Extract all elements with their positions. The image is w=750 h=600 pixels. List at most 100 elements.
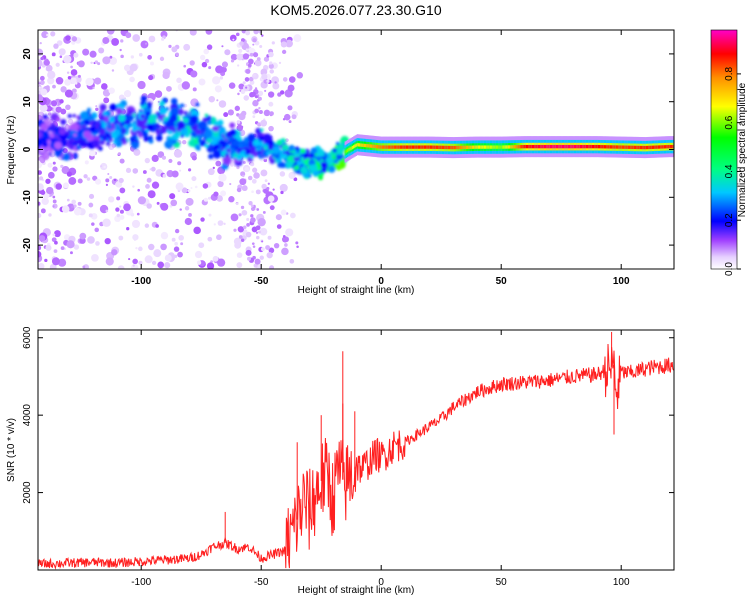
- spectrogram-ridge-core: [483, 145, 486, 149]
- spectrogram-ridge-core: [377, 145, 379, 149]
- spectrogram-noise-blob: [250, 204, 254, 208]
- spectrogram-noise-blob: [86, 177, 91, 181]
- spectrogram-noise-blob: [251, 242, 255, 246]
- spectrogram-noise-blob: [111, 38, 120, 46]
- spectrogram-cluster-blob: [132, 120, 136, 124]
- spectrogram-noise-blob: [131, 219, 141, 229]
- spectrogram-noise-blob: [157, 100, 160, 103]
- spectrogram-noise-blob: [43, 59, 50, 66]
- spectrogram-noise-blob: [266, 79, 270, 83]
- spectrogram-noise-blob: [60, 108, 67, 115]
- spectrogram-cluster-blob: [281, 153, 288, 160]
- spectrogram-cluster-blob: [190, 136, 194, 140]
- spectrogram-y-ticks: 20 10 0 -10 -20: [22, 48, 674, 252]
- spectrogram-cluster-blob: [318, 170, 322, 174]
- spectrogram-noise-blob: [234, 105, 240, 112]
- spectrogram-noise-blob: [189, 60, 195, 66]
- spectrogram-cluster-blob: [204, 113, 209, 117]
- spectrogram-cluster-blob: [111, 125, 116, 129]
- spectrogram-noise-blob: [138, 246, 143, 252]
- snr-panel: -100 -50 0 50 100 2000 4000 6000 Height of str…: [6, 326, 675, 596]
- spectrogram-cluster-blob: [98, 146, 103, 151]
- spectrogram-ridge-core: [440, 145, 443, 150]
- spectrogram-noise-blob: [53, 43, 59, 49]
- spectrogram-ridge-core: [391, 145, 393, 149]
- spectrogram-cluster-blob: [159, 100, 165, 107]
- spectrogram-noise-blob: [250, 217, 256, 223]
- spectrogram-noise-blob: [272, 188, 275, 191]
- spectrogram-noise-blob: [89, 149, 96, 157]
- spectrogram-cluster-blob: [232, 152, 239, 159]
- spectrogram-ridge-core: [528, 144, 530, 149]
- spectrogram-cluster-blob: [212, 150, 222, 159]
- colorbar-label: Normalized spectral amplitude: [737, 82, 748, 217]
- spectrogram-ridge-core: [663, 145, 666, 149]
- spectrogram-cluster-blob: [229, 150, 235, 156]
- spectrogram-noise-blob: [77, 74, 81, 78]
- spectrogram-ridge-core: [505, 145, 507, 149]
- spectrogram-noise-blob: [250, 161, 255, 167]
- spectrogram-cluster-blob: [213, 131, 219, 138]
- spectrogram-noise-blob: [190, 70, 198, 78]
- spectrogram-noise-blob: [256, 235, 260, 240]
- spectrogram-cluster-blob: [302, 152, 309, 159]
- spectrogram-noise-blob: [257, 122, 262, 127]
- spectrogram-noise-blob: [92, 175, 98, 181]
- spectrogram-noise-blob: [71, 205, 74, 209]
- spectrogram-ridge-core: [347, 148, 349, 153]
- spectrogram-noise-blob: [132, 34, 141, 42]
- spectrogram-noise-blob: [275, 214, 282, 221]
- spectrogram-ridge-core: [590, 144, 593, 149]
- spectrogram-cluster-blob: [143, 136, 150, 142]
- spectrogram-cluster-blob: [241, 149, 246, 154]
- spectrogram-noise-blob: [170, 199, 178, 207]
- spectrogram-ridge-core: [601, 145, 603, 149]
- spectrogram-noise-blob: [168, 158, 173, 164]
- spectrogram-noise-blob: [269, 265, 275, 269]
- spectrogram-noise-blob: [119, 205, 122, 208]
- spectrogram-noise-blob: [159, 56, 165, 62]
- spectrogram-x-tick-label: -100: [131, 276, 151, 287]
- spectrogram-noise-blob: [174, 241, 178, 246]
- spectrogram-x-tick-label: 100: [613, 276, 630, 287]
- spectrogram-cluster-blob: [180, 103, 185, 108]
- spectrogram-ridge-core: [537, 144, 540, 149]
- spectrogram-ridge-core: [637, 145, 639, 150]
- spectrogram-noise-blob: [129, 76, 135, 83]
- spectrogram-cluster-blob: [222, 156, 232, 165]
- spectrogram-ridge-core: [423, 145, 426, 149]
- spectrogram-ridge-core: [450, 145, 452, 150]
- spectrogram-noise-blob: [263, 158, 268, 163]
- spectrogram-ridge-core: [503, 145, 505, 149]
- spectrogram-noise-blob: [39, 176, 44, 181]
- spectrogram-noise-blob: [137, 80, 146, 90]
- spectrogram-noise-blob: [94, 227, 100, 233]
- spectrogram-noise-blob: [123, 90, 132, 98]
- spectrogram-cluster-blob: [244, 142, 249, 147]
- spectrogram-noise-blob: [285, 228, 294, 237]
- spectrogram-cluster-blob: [177, 120, 186, 130]
- spectrogram-cluster-blob: [147, 104, 152, 110]
- spectrogram-ridge-core: [393, 145, 396, 149]
- spectrogram-cluster-blob: [76, 115, 80, 119]
- spectrogram-cluster-blob: [165, 120, 174, 128]
- spectrogram-noise-blob: [104, 237, 111, 245]
- spectrogram-noise-blob: [240, 205, 245, 210]
- spectrogram-noise-blob: [115, 207, 120, 212]
- spectrogram-cluster-blob: [293, 165, 298, 170]
- spectrogram-cluster-blob: [103, 122, 108, 127]
- spectrogram-cluster-blob: [83, 130, 91, 139]
- spectrogram-ridge-core: [471, 145, 474, 149]
- spectrogram-ridge-core: [404, 145, 407, 149]
- spectrogram-noise-blob: [49, 151, 56, 158]
- spectrogram-noise-blob: [73, 207, 82, 216]
- spectrogram-noise-blob: [267, 182, 270, 185]
- spectrogram-cluster-blob: [198, 120, 208, 130]
- spectrogram-noise-blob: [230, 53, 238, 61]
- spectrogram-cluster-blob: [116, 107, 123, 115]
- spectrogram-noise-blob: [296, 72, 304, 79]
- spectrogram-noise-blob: [88, 202, 94, 208]
- spectrogram-ridge-core: [626, 145, 629, 149]
- spectrogram-ridge-core: [563, 144, 565, 149]
